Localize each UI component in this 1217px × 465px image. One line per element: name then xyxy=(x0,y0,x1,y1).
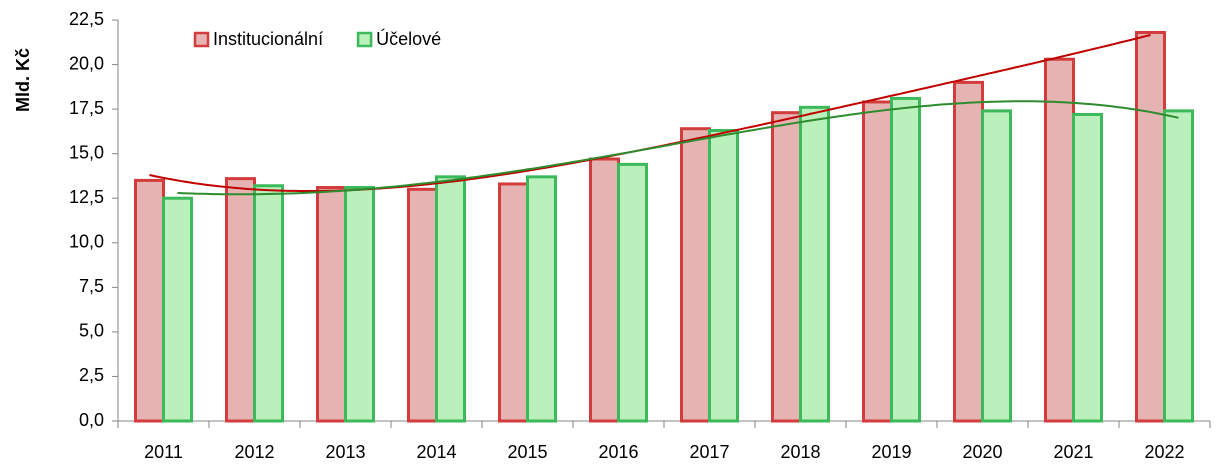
bar xyxy=(799,105,830,423)
legend-swatch xyxy=(356,31,373,48)
bar xyxy=(617,162,648,423)
y-tick-label: 15,0 xyxy=(69,142,104,162)
y-axis-label: Mld. Kč xyxy=(13,48,33,112)
x-tick-label: 2013 xyxy=(325,442,365,462)
x-tick-label: 2012 xyxy=(234,442,274,462)
bar xyxy=(1072,112,1103,423)
bar xyxy=(680,127,711,423)
bar xyxy=(225,177,256,423)
x-tick-label: 2021 xyxy=(1053,442,1093,462)
x-tick-label: 2017 xyxy=(689,442,729,462)
x-tick-label: 2015 xyxy=(507,442,547,462)
y-tick-label: 22,5 xyxy=(69,9,104,29)
bar xyxy=(953,80,984,423)
bar xyxy=(1163,109,1194,423)
x-tick-label: 2019 xyxy=(871,442,911,462)
x-tick-label: 2016 xyxy=(598,442,638,462)
bar xyxy=(1135,30,1166,423)
y-tick-label: 5,0 xyxy=(79,321,104,341)
bar xyxy=(134,178,165,423)
x-tick-label: 2014 xyxy=(416,442,456,462)
x-tick-label: 2022 xyxy=(1144,442,1184,462)
y-tick-label: 17,5 xyxy=(69,98,104,118)
bar xyxy=(407,187,438,423)
trend-line xyxy=(177,100,1179,196)
bar xyxy=(316,186,347,423)
y-tick-label: 2,5 xyxy=(79,365,104,385)
bar xyxy=(708,128,739,423)
bar xyxy=(526,175,557,423)
bar xyxy=(162,196,193,423)
legend-swatch xyxy=(193,31,210,48)
bar xyxy=(253,184,284,423)
x-tick-label: 2018 xyxy=(780,442,820,462)
y-tick-label: 0,0 xyxy=(79,410,104,430)
y-tick-label: 7,5 xyxy=(79,276,104,296)
bar xyxy=(890,96,921,423)
bar xyxy=(862,100,893,423)
x-tick-label: 2011 xyxy=(144,442,183,462)
y-tick-label: 20,0 xyxy=(69,53,104,73)
y-tick-label: 12,5 xyxy=(69,187,104,207)
bar xyxy=(981,109,1012,423)
bar xyxy=(435,175,466,423)
x-tick-label: 2020 xyxy=(962,442,1002,462)
bar xyxy=(589,157,620,423)
bar xyxy=(1044,57,1075,423)
bar xyxy=(771,111,802,423)
legend-label: Institucionální xyxy=(213,29,323,49)
legend-label: Účelové xyxy=(376,28,441,49)
y-tick-label: 10,0 xyxy=(69,232,104,252)
bar xyxy=(498,182,529,423)
bar xyxy=(344,186,375,423)
